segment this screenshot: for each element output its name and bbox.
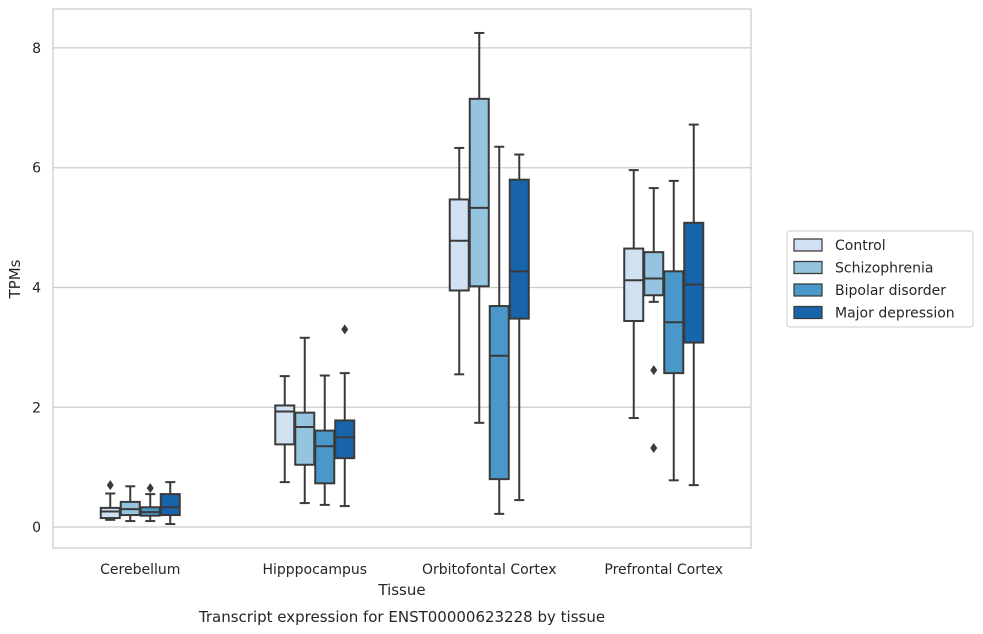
legend-label: Control (835, 238, 886, 254)
outlier-marker (650, 442, 658, 453)
outlier-marker (650, 365, 658, 376)
box (448, 198, 470, 292)
outlier-marker (146, 483, 154, 494)
legend: Control Schizophrenia Bipolar disorder Majo… (786, 230, 974, 328)
legend-swatch (793, 305, 823, 320)
box-layer (99, 31, 705, 526)
box (488, 305, 510, 481)
box-group (663, 179, 685, 482)
box-group (683, 123, 705, 487)
x-tick-label: Prefrontal Cortex (604, 562, 723, 578)
box (623, 247, 645, 323)
box-group (119, 485, 141, 523)
box-group (468, 31, 490, 424)
box-group (508, 153, 530, 502)
outlier-marker (341, 324, 349, 335)
y-tick-label: 4 (32, 280, 41, 296)
legend-swatch (793, 260, 823, 275)
legend-label: Bipolar disorder (835, 283, 946, 299)
box (683, 221, 705, 344)
x-axis-label: Tissue (377, 581, 425, 599)
x-tick-label: Hipppocampus (262, 562, 367, 578)
box-group (314, 374, 336, 506)
legend-swatch (793, 238, 823, 252)
box-group (488, 145, 510, 515)
legend-swatch (793, 283, 823, 297)
x-tick-label: Orbitofontal Cortex (422, 562, 557, 578)
outlier-marker (106, 480, 114, 491)
chart-caption: Transcript expression for ENST0000062322… (198, 608, 605, 626)
legend-label: Major depression (835, 306, 955, 322)
legend-frame (786, 230, 974, 328)
box (334, 419, 356, 460)
box-group (294, 336, 316, 505)
y-axis-label: TPMs (6, 259, 24, 299)
y-tick-label: 0 (32, 520, 41, 536)
box (468, 97, 490, 288)
box-group (623, 169, 645, 420)
box-group (334, 324, 356, 508)
box (99, 506, 121, 520)
plot-frame (52, 8, 752, 549)
box-group (139, 483, 161, 523)
y-tick-labels: 0 2 4 6 8 (32, 41, 41, 536)
box-group (274, 375, 296, 484)
box-group (643, 187, 665, 453)
box-group (159, 481, 181, 526)
y-tick-label: 8 (32, 41, 41, 57)
box (159, 493, 181, 517)
legend-label: Schizophrenia (835, 261, 933, 277)
x-tick-label: Cerebellum (100, 562, 180, 578)
y-tick-label: 6 (32, 161, 41, 177)
box (643, 251, 665, 297)
x-tick-labels: Cerebellum Hipppocampus Orbitofontal Corte… (100, 562, 723, 578)
y-tick-label: 2 (32, 400, 41, 416)
box (294, 411, 316, 466)
box (508, 178, 530, 320)
box (314, 429, 336, 485)
